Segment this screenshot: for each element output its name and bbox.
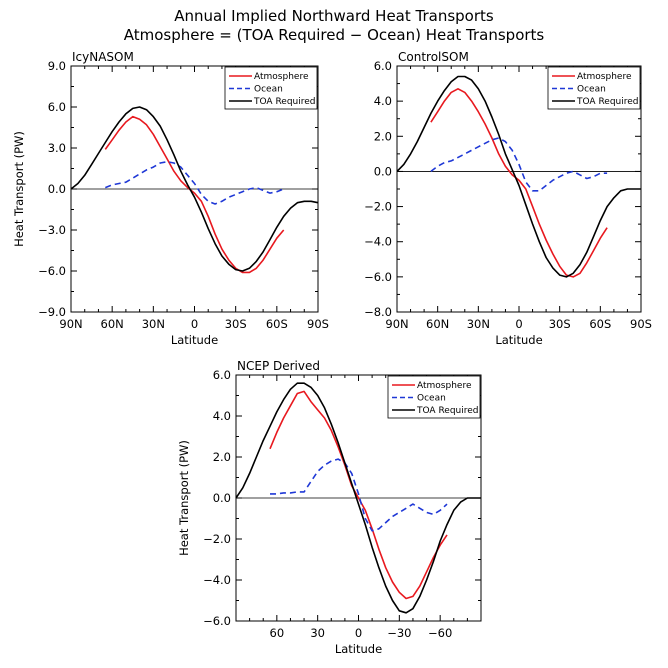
legend-label-toa-required: TOA Required: [416, 406, 479, 416]
x-axis-label: Latitude: [495, 333, 542, 347]
y-tick-label: 6.0: [374, 59, 392, 73]
y-tick-label: 4.0: [374, 94, 392, 108]
plot-frame: [396, 65, 642, 313]
x-tick-label: −60: [428, 626, 452, 640]
y-tick-label: 6.0: [48, 100, 66, 114]
x-tick-label: 60N: [426, 317, 449, 331]
series-line-ocean: [430, 137, 608, 192]
x-tick-label: 30: [310, 626, 325, 640]
y-tick-label: 0.0: [48, 182, 66, 196]
panels: 90N 60N 30N 0 30S 60S 90S −9.0 −6.0 −3.0 0.0 3.0 6.0…: [12, 50, 652, 656]
x-tick-label: 60N: [101, 317, 124, 331]
y-tick-label: 2.0: [213, 450, 231, 464]
y-tick-label: −2.0: [203, 532, 231, 546]
y-tick-label: 3.0: [48, 141, 66, 155]
series-line-atmosphere: [269, 390, 448, 600]
series-line-toa-required: [396, 75, 641, 278]
x-tick-label: 0: [355, 626, 362, 640]
legend-label-atmosphere: Atmosphere: [254, 72, 309, 82]
figure-title-line2: Atmosphere = (TOA Required − Ocean) Heat…: [124, 26, 545, 44]
legend-box: [387, 375, 481, 419]
y-tick-label: 2.0: [374, 129, 392, 143]
y-axis-label: Heat Transport (PW): [12, 131, 26, 247]
legend-label-ocean: Ocean: [417, 394, 446, 404]
x-tick-label: 60S: [589, 317, 611, 331]
panel-ncep-derived: 60 30 0 −30 −60 −6.0 −4.0 −2.0 0.0 2.0 4.0 6.0 Atmos…: [177, 359, 482, 656]
y-tick-label: 9.0: [48, 59, 66, 73]
x-tick-label: 0: [515, 317, 522, 331]
x-axis-label: Latitude: [171, 333, 218, 347]
series-line-atmosphere: [430, 88, 608, 278]
y-tick-label: −4.0: [203, 573, 231, 587]
y-tick-label: 6.0: [213, 368, 231, 382]
y-tick-label: −9.0: [38, 305, 66, 319]
panel-title: ControlSOM: [398, 50, 469, 64]
x-tick-label: 90N: [385, 317, 408, 331]
panel-icynasom: 90N 60N 30N 0 30S 60S 90S −9.0 −6.0 −3.0 0.0 3.0 6.0…: [12, 50, 329, 347]
y-tick-label: −8.0: [364, 305, 392, 319]
legend-label-ocean: Ocean: [254, 85, 283, 95]
x-tick-label: 90S: [307, 317, 329, 331]
x-tick-label: 30N: [142, 317, 165, 331]
x-tick-label: 60S: [266, 317, 288, 331]
panel-title: IcyNASOM: [72, 50, 134, 64]
y-tick-label: 4.0: [213, 409, 231, 423]
y-axis-label: Heat Transport (PW): [177, 440, 191, 556]
y-tick-label: 0.0: [213, 491, 231, 505]
x-tick-label: −30: [387, 626, 411, 640]
x-tick-label: 30S: [549, 317, 571, 331]
plot-frame: [70, 65, 319, 313]
series-line-atmosphere: [104, 115, 285, 274]
plot-frame: [235, 374, 482, 622]
y-tick-label: −6.0: [38, 264, 66, 278]
legend: Atmosphere Ocean TOA Required: [387, 375, 481, 419]
legend-label-atmosphere: Atmosphere: [417, 381, 472, 391]
figure-title-line1: Annual Implied Northward Heat Transports: [174, 7, 494, 25]
x-tick-label: 90N: [59, 317, 82, 331]
x-tick-label: 0: [191, 317, 198, 331]
panel-controlsom: 90N 60N 30N 0 30S 60S 90S −8.0 −6.0 −4.0 −2.0 0.0 2.…: [364, 50, 652, 347]
series-line-toa-required: [70, 106, 319, 272]
y-tick-label: −2.0: [364, 200, 392, 214]
x-axis-label: Latitude: [335, 642, 382, 656]
series-line-ocean: [105, 160, 284, 205]
x-tick-label: 30N: [467, 317, 490, 331]
series-line-ocean: [270, 458, 448, 532]
legend-label-atmosphere: Atmosphere: [577, 72, 632, 82]
panel-title: NCEP Derived: [237, 359, 320, 373]
x-tick-label: 60: [270, 626, 285, 640]
legend: Atmosphere Ocean TOA Required: [547, 66, 641, 110]
y-tick-label: 0.0: [374, 164, 392, 178]
x-tick-label: 30S: [225, 317, 247, 331]
y-tick-label: −6.0: [203, 614, 231, 628]
legend-label-ocean: Ocean: [577, 85, 606, 95]
legend: Atmosphere Ocean TOA Required: [224, 66, 318, 110]
series-line-toa-required: [235, 382, 481, 614]
y-tick-label: −6.0: [364, 270, 392, 284]
x-tick-label: 90S: [630, 317, 652, 331]
y-tick-label: −3.0: [38, 223, 66, 237]
legend-label-toa-required: TOA Required: [576, 97, 639, 107]
legend-label-toa-required: TOA Required: [253, 97, 316, 107]
y-tick-label: −4.0: [364, 235, 392, 249]
